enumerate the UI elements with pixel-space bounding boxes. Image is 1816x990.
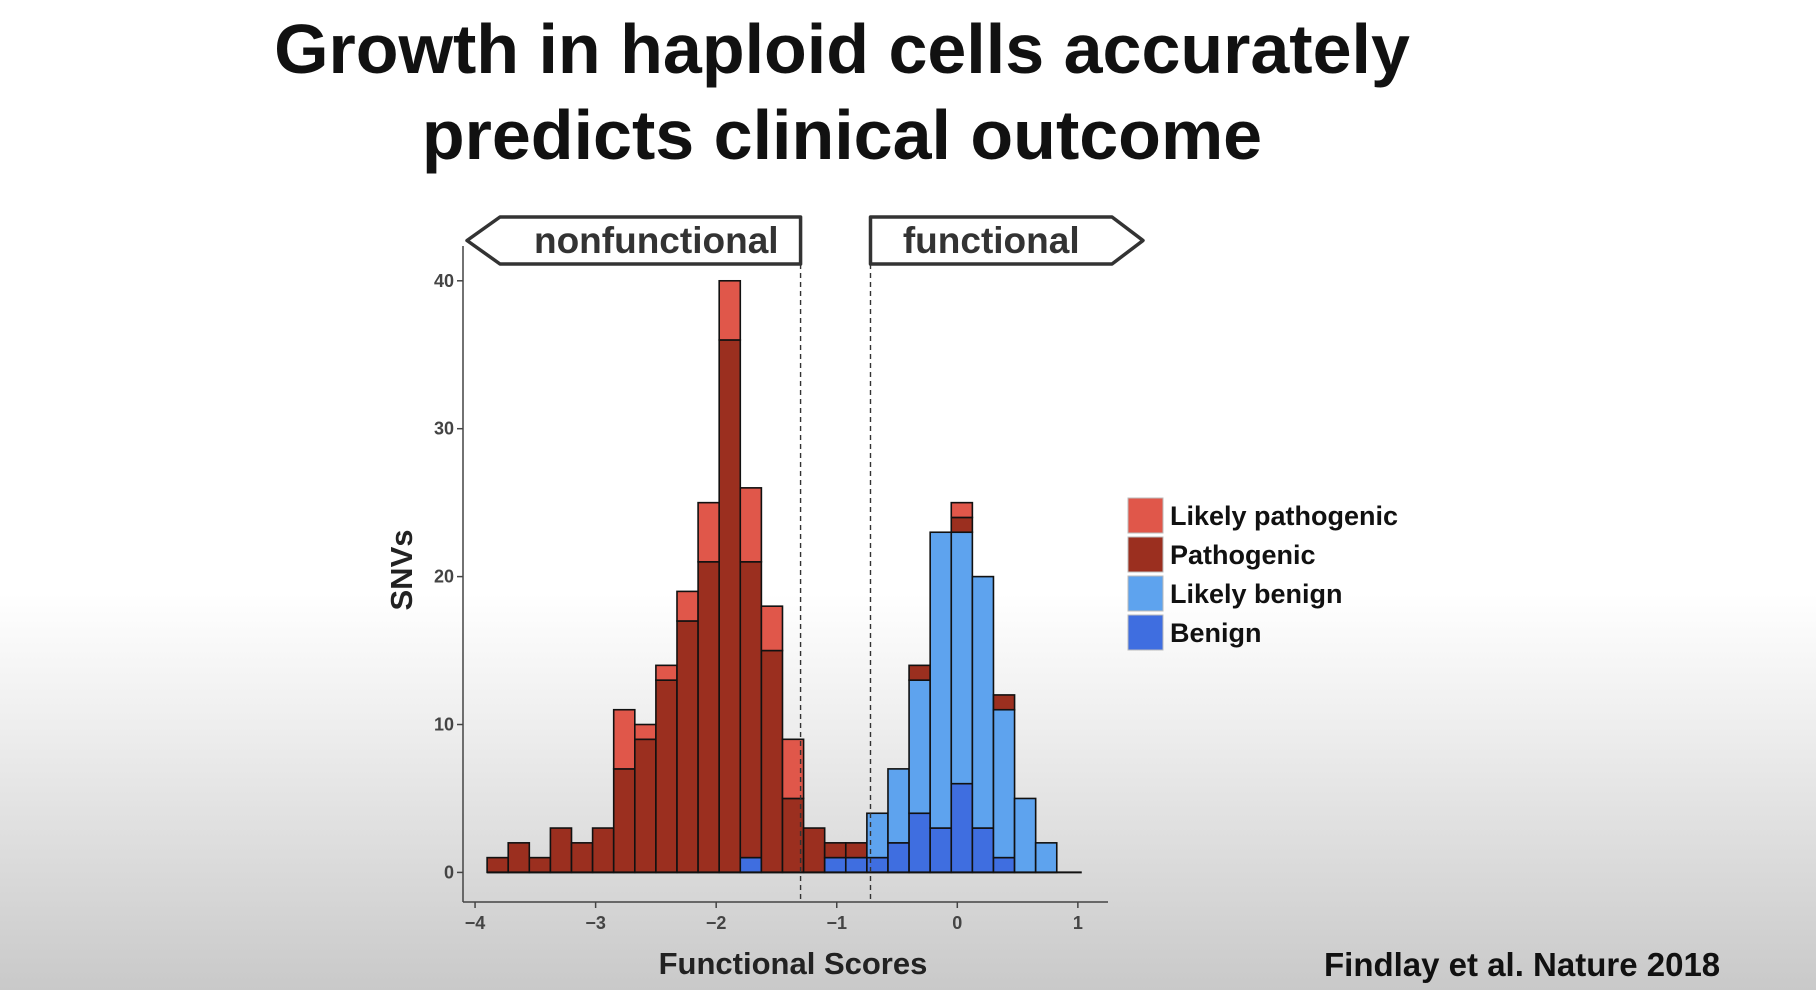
y-tick-label: 10	[434, 715, 454, 735]
x-tick-label: 1	[1073, 913, 1083, 933]
bar-pathogenic	[633, 738, 657, 874]
bar-likely-pathogenic	[760, 605, 784, 652]
bar-likely-benign	[971, 575, 995, 829]
bar-benign	[992, 856, 1016, 874]
citation: Findlay et al. Nature 2018	[1324, 946, 1721, 983]
bar-likely-pathogenic	[612, 708, 636, 770]
nonfunctional-label: nonfunctional	[534, 220, 779, 261]
bar-likely-pathogenic	[739, 487, 763, 563]
bar-likely-pathogenic	[718, 279, 742, 341]
bar-pathogenic	[802, 827, 826, 874]
threshold-layer	[799, 264, 872, 902]
x-tick-label: 0	[952, 913, 962, 933]
legend-swatch	[1127, 497, 1164, 534]
slide-title: Growth in haploid cells accurately predi…	[0, 6, 1684, 178]
bar-likely-pathogenic	[781, 738, 805, 800]
bar-likely-pathogenic	[655, 664, 678, 681]
y-tick-label: 30	[434, 419, 454, 439]
legend-swatch	[1127, 614, 1164, 651]
bar-likely-benign	[908, 679, 931, 815]
legend-swatch	[1127, 575, 1164, 612]
bar-pathogenic	[950, 516, 974, 534]
bar-pathogenic	[697, 561, 720, 874]
bar-benign	[950, 782, 974, 874]
y-tick-label: 40	[434, 271, 454, 291]
bar-benign	[823, 856, 847, 874]
bar-benign	[908, 812, 931, 874]
legend-layer: Likely pathogenic Pathogenic Likely benign…	[1127, 497, 1398, 651]
bar-pathogenic	[486, 856, 510, 874]
bar-pathogenic	[718, 339, 742, 874]
annotation-layer: nonfunctional functional	[465, 215, 1145, 266]
x-tick-label: −4	[465, 913, 486, 933]
legend-label: Likely pathogenic	[1170, 501, 1398, 531]
bar-benign	[887, 842, 910, 874]
bar-likely-pathogenic	[633, 723, 657, 741]
bar-pathogenic	[570, 842, 594, 874]
functional-label: functional	[903, 220, 1080, 261]
functional-arrow	[868, 215, 1145, 266]
bar-pathogenic	[823, 842, 847, 859]
bar-benign	[929, 827, 953, 874]
x-tick-label: −2	[706, 913, 727, 933]
bar-likely-pathogenic	[676, 590, 699, 622]
x-tick-label: −1	[826, 913, 847, 933]
bar-pathogenic	[507, 842, 531, 874]
x-axis-label: Functional Scores	[659, 946, 928, 981]
nonfunctional-arrow	[465, 215, 803, 266]
bar-pathogenic	[655, 679, 678, 874]
bar-pathogenic	[676, 620, 699, 874]
bars-layer	[486, 279, 1082, 874]
bar-likely-benign	[929, 531, 953, 829]
bar-pathogenic	[908, 664, 931, 681]
legend-label: Likely benign	[1170, 579, 1343, 609]
legend-swatch	[1127, 536, 1164, 573]
bar-likely-benign	[950, 531, 974, 785]
y-axis-label: SNVs	[384, 530, 419, 611]
bar-likely-pathogenic	[697, 501, 720, 563]
bar-pathogenic	[992, 694, 1016, 711]
bar-pathogenic	[591, 827, 615, 874]
bar-likely-benign	[1034, 842, 1058, 874]
bar-pathogenic	[528, 856, 552, 874]
bar-benign	[971, 827, 995, 874]
bar-benign	[844, 856, 868, 874]
legend-label: Pathogenic	[1170, 540, 1316, 570]
title-line-1: Growth in haploid cells accurately	[274, 10, 1410, 88]
legend-label: Benign	[1170, 618, 1262, 648]
bar-pathogenic	[739, 561, 763, 859]
bar-pathogenic	[549, 827, 573, 874]
title-line-2: predicts clinical outcome	[421, 96, 1263, 174]
x-tick-label: −3	[585, 913, 606, 933]
bar-likely-benign	[887, 768, 910, 844]
axes-layer: 0 10 20 30 40 −4 −3 −2 −1 0 1	[434, 246, 1108, 933]
bar-pathogenic	[844, 842, 868, 859]
bar-likely-benign	[992, 708, 1016, 859]
bar-likely-benign	[1013, 797, 1037, 874]
bar-likely-pathogenic	[950, 501, 974, 519]
bar-benign	[739, 856, 763, 874]
bar-pathogenic	[612, 768, 636, 874]
bar-pathogenic	[760, 649, 784, 874]
y-tick-label: 0	[444, 862, 454, 882]
y-tick-label: 20	[434, 567, 454, 587]
